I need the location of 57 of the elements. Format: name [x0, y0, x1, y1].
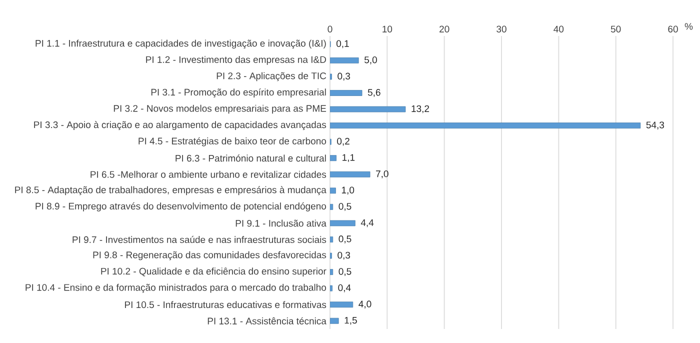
x-tick-label: 0 [328, 26, 332, 32]
data-label: 0,4 [338, 284, 351, 292]
data-label: 0,2 [337, 138, 350, 146]
bar [330, 155, 336, 162]
data-label: 0,1 [336, 40, 349, 48]
y-tick-label: PI 3.3 - Apoio à criação e ao alargamento de capacidades avançadas [34, 121, 326, 130]
x-tick-label: 40 [554, 26, 564, 32]
bar [330, 57, 359, 64]
data-label: 0,5 [338, 236, 352, 244]
x-tick-label: 60 [668, 26, 678, 32]
data-label: 0,5 [338, 268, 352, 276]
x-tick-label: 20 [440, 26, 450, 32]
y-tick-label: PI 1.1 - Infraestrutura e capacidades de investigação e inovação (I&I) [36, 40, 326, 49]
y-tick-label: PI 8.9 - Emprego através do desenvolvimento de potencial endógeno [36, 202, 326, 212]
y-tick-label: PI 2.3 - Aplicações de TIC [216, 72, 326, 82]
y-tick-label: PI 3.2 - Novos modelos empresariais para as PME [114, 104, 326, 114]
data-label: 0,3 [338, 72, 350, 81]
y-tick-label: PI 13.1 - Assistência técnica [208, 317, 326, 324]
y-tick-label: PI 6.3 - Património natural e cultural [176, 154, 326, 162]
y-tick-label: PI 4.5 - Estratégias de baixo teor de carbono [138, 137, 326, 146]
y-tick-label: PI 10.2 - Qualidade e da eficiência do ensino superior [101, 268, 326, 276]
data-label: 7,0 [376, 170, 388, 178]
x-tick-label: 10 [382, 26, 392, 32]
data-label: 54,3 [646, 122, 664, 130]
bar [330, 171, 370, 178]
bar [330, 106, 406, 112]
data-label: 4,4 [360, 219, 374, 228]
y-tick-label: PI 9.7 - Investimentos na saúde e nas infraestruturas sociais [72, 236, 326, 244]
bar [330, 188, 336, 194]
bar [330, 204, 334, 210]
x-tick-label: 30 [496, 26, 506, 32]
data-label: 0,5 [338, 202, 352, 211]
y-tick-label: PI 10.5 - Infraestruturas educativas e formativas [125, 301, 326, 308]
x-tick-label: 50 [610, 26, 621, 32]
data-label: 1,5 [344, 316, 357, 325]
y-tick-label: PI 8.5 - Adaptação de trabalhadores, empresas e empresários à mudança [15, 186, 326, 196]
data-label: 4,0 [358, 300, 372, 309]
y-tick-label: PI 1.2 - Investimento das empresas na I&D [146, 56, 326, 65]
data-label: 13,2 [412, 105, 430, 114]
data-label: 5,6 [368, 89, 380, 97]
bar [330, 122, 641, 128]
data-label: 1,1 [342, 154, 355, 162]
bar [330, 220, 356, 226]
bar [330, 318, 339, 324]
bar [330, 236, 334, 242]
x-axis-title: % [684, 23, 693, 30]
bar [330, 269, 334, 275]
data-label: 1,0 [342, 186, 354, 195]
data-label: 5,0 [364, 56, 377, 64]
y-tick-label: PI 6.5 -Melhorar o ambiente urbano e revitalizar cidades [90, 170, 326, 178]
bar [330, 302, 354, 308]
y-tick-label: PI 9.1 - Inclusão ativa [236, 220, 326, 227]
y-tick-label: PI 3.1 - Promoção do espírito empresarial [151, 88, 326, 98]
y-tick-label: PI 9.8 - Regeneração das comunidades desfavorecidas [93, 251, 326, 260]
y-tick-label: PI 10.4 - Ensino e da formação ministrados para o mercado do trabalho [26, 284, 326, 293]
bar [330, 90, 362, 96]
data-label: 0,3 [338, 252, 350, 260]
